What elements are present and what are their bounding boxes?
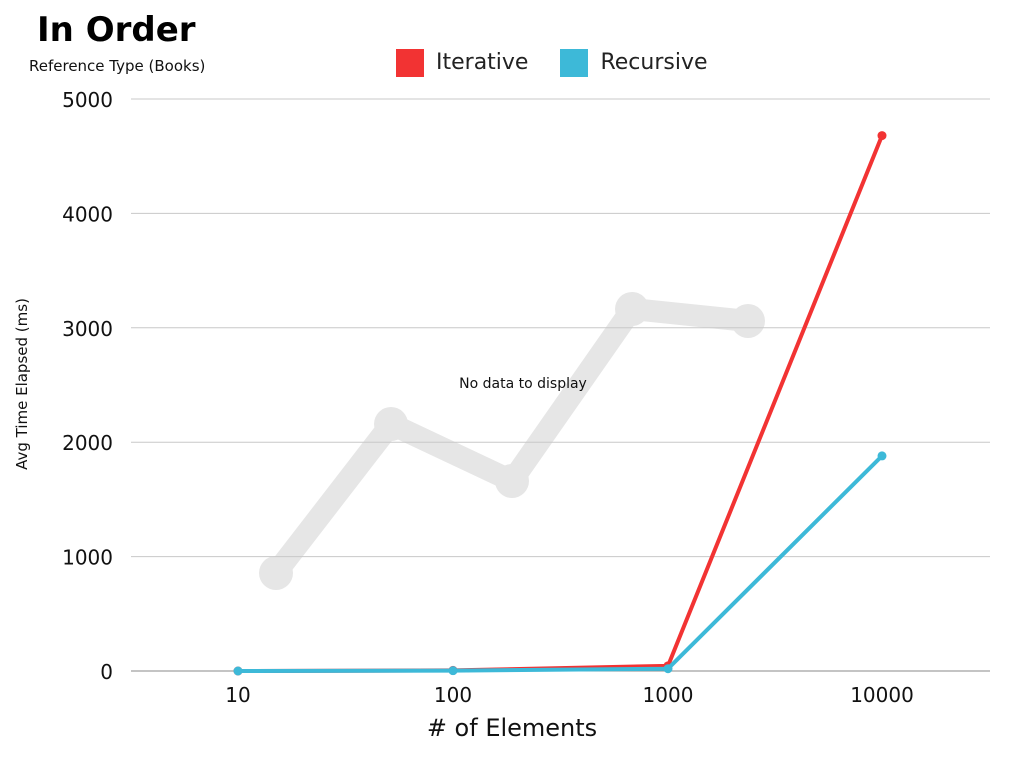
- data-point-recursive: [448, 666, 458, 676]
- placeholder-line: [265, 298, 759, 584]
- placeholder-point: [495, 464, 529, 498]
- legend-label-iterative: Iterative: [436, 50, 529, 75]
- y-tick-label: 0: [100, 660, 113, 684]
- legend-item-recursive: Recursive: [560, 48, 708, 78]
- chart-subtitle: Reference Type (Books): [29, 57, 206, 75]
- y-tick-label: 3000: [62, 317, 113, 341]
- placeholder-point: [615, 292, 649, 326]
- data-point-recursive: [233, 666, 243, 676]
- y-tick-label: 5000: [62, 88, 113, 112]
- placeholder-point: [259, 556, 293, 590]
- data-point-recursive: [663, 664, 673, 674]
- legend-swatch-recursive: [560, 49, 589, 77]
- y-axis-ticks: 0 1000 2000 3000 4000 5000: [62, 88, 113, 684]
- series-line-recursive: [236, 453, 884, 673]
- x-tick-label: 10: [225, 683, 250, 707]
- y-tick-label: 4000: [62, 202, 113, 226]
- legend-label-recursive: Recursive: [600, 50, 708, 75]
- no-data-label: No data to display: [459, 376, 587, 392]
- data-point-iterative: [877, 131, 887, 141]
- x-tick-label: 10000: [850, 683, 914, 707]
- legend: Iterative Recursive: [396, 48, 740, 78]
- y-tick-label: 1000: [62, 546, 113, 570]
- y-tick-label: 2000: [62, 431, 113, 455]
- x-tick-label: 1000: [643, 683, 694, 707]
- x-axis-title: # of Elements: [426, 714, 598, 742]
- no-data-placeholder-graphic: [259, 292, 765, 590]
- placeholder-point: [731, 304, 765, 338]
- chart-title: In Order: [37, 10, 196, 50]
- legend-item-iterative: Iterative: [396, 48, 528, 78]
- legend-swatch-iterative: [396, 49, 424, 77]
- series-lines: [233, 131, 887, 676]
- placeholder-point: [374, 407, 408, 441]
- data-point-recursive: [877, 451, 887, 461]
- x-tick-label: 100: [434, 683, 472, 707]
- x-axis-ticks: 10 100 1000 10000: [225, 683, 914, 707]
